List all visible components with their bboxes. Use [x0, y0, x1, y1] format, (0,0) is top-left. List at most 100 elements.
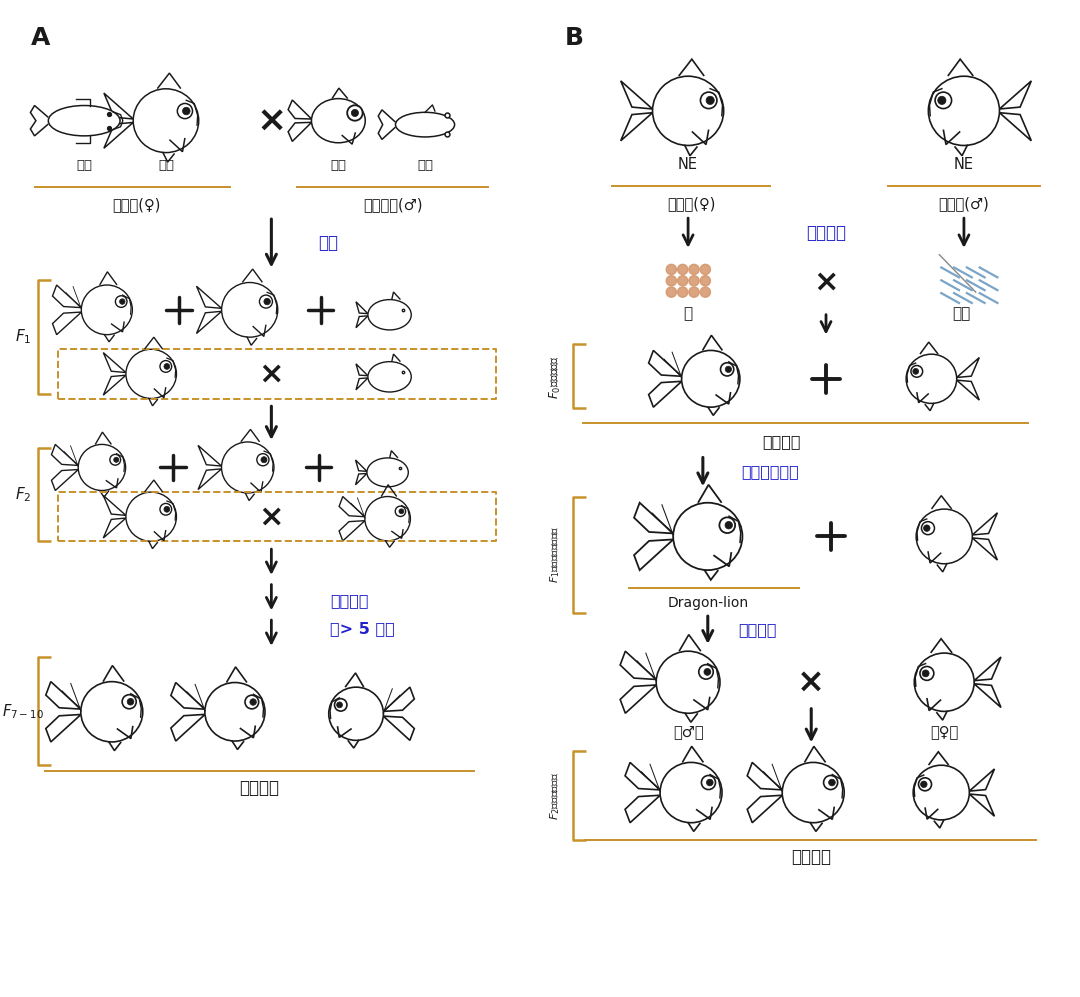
Polygon shape — [634, 502, 673, 533]
Circle shape — [937, 97, 946, 105]
Circle shape — [337, 702, 342, 708]
Text: 百褶狮(♀): 百褶狮(♀) — [112, 197, 161, 212]
Ellipse shape — [660, 763, 723, 823]
Ellipse shape — [81, 285, 133, 335]
Text: $F_{7-10}$: $F_{7-10}$ — [2, 703, 44, 721]
Text: ×: × — [258, 359, 284, 389]
Text: （♂）: （♂） — [673, 724, 703, 739]
Ellipse shape — [126, 493, 176, 541]
Circle shape — [704, 668, 711, 675]
Ellipse shape — [205, 683, 265, 741]
Circle shape — [706, 780, 713, 786]
Ellipse shape — [133, 89, 199, 153]
Polygon shape — [45, 715, 81, 742]
Circle shape — [160, 361, 172, 372]
Circle shape — [726, 366, 731, 373]
Circle shape — [701, 776, 715, 790]
Polygon shape — [104, 123, 133, 149]
Polygon shape — [621, 113, 652, 141]
Polygon shape — [198, 469, 221, 490]
Ellipse shape — [49, 106, 120, 136]
Polygon shape — [104, 496, 126, 515]
Circle shape — [689, 287, 699, 297]
Circle shape — [922, 670, 929, 677]
Ellipse shape — [906, 354, 957, 404]
Polygon shape — [625, 763, 660, 790]
Circle shape — [399, 508, 404, 513]
Text: 基因编辑: 基因编辑 — [806, 224, 846, 242]
Circle shape — [259, 295, 272, 308]
Ellipse shape — [221, 442, 274, 493]
Circle shape — [183, 108, 190, 115]
Polygon shape — [972, 512, 998, 535]
Polygon shape — [625, 796, 660, 823]
Polygon shape — [957, 358, 980, 378]
Polygon shape — [104, 375, 126, 395]
Polygon shape — [383, 687, 415, 712]
Ellipse shape — [221, 282, 278, 337]
Text: $F_2$: $F_2$ — [15, 486, 31, 504]
Polygon shape — [288, 100, 312, 119]
Polygon shape — [747, 796, 782, 823]
Ellipse shape — [311, 99, 365, 143]
Polygon shape — [355, 460, 367, 472]
Circle shape — [719, 517, 735, 533]
Text: $F_1$: $F_1$ — [15, 327, 31, 346]
Polygon shape — [45, 682, 81, 709]
Circle shape — [395, 506, 406, 516]
Circle shape — [935, 92, 951, 109]
Circle shape — [120, 299, 125, 304]
Polygon shape — [104, 353, 126, 373]
Text: A: A — [31, 26, 51, 50]
Circle shape — [706, 97, 714, 105]
Circle shape — [351, 110, 359, 117]
Text: 卵: 卵 — [684, 306, 692, 321]
Circle shape — [921, 521, 934, 534]
Circle shape — [164, 364, 170, 369]
Polygon shape — [339, 497, 365, 516]
Ellipse shape — [328, 687, 383, 741]
Ellipse shape — [681, 350, 740, 407]
Polygon shape — [649, 350, 681, 376]
Circle shape — [177, 104, 192, 119]
Polygon shape — [620, 685, 657, 713]
Polygon shape — [620, 651, 657, 680]
Circle shape — [666, 275, 676, 286]
Text: （♀）: （♀） — [930, 724, 958, 739]
Circle shape — [249, 699, 256, 705]
Polygon shape — [999, 81, 1031, 109]
Circle shape — [689, 264, 699, 274]
Ellipse shape — [673, 502, 742, 570]
Text: $F_0$（嵌合体）: $F_0$（嵌合体） — [548, 355, 563, 399]
Polygon shape — [970, 794, 995, 817]
Text: 龙睛蝶尾(♂): 龙睛蝶尾(♂) — [363, 197, 422, 212]
Text: ×: × — [258, 502, 284, 531]
Ellipse shape — [915, 653, 974, 712]
Circle shape — [677, 275, 688, 286]
Circle shape — [261, 457, 267, 463]
Text: $F_1$（雌核生殖后代）: $F_1$（雌核生殖后代） — [549, 525, 562, 582]
Ellipse shape — [657, 651, 720, 713]
Text: 俯视: 俯视 — [77, 159, 92, 171]
Circle shape — [700, 264, 711, 274]
Ellipse shape — [652, 76, 724, 146]
Circle shape — [113, 458, 119, 463]
Ellipse shape — [365, 497, 410, 540]
Polygon shape — [356, 316, 368, 328]
Text: NE: NE — [954, 157, 974, 171]
Circle shape — [347, 106, 363, 121]
Circle shape — [677, 264, 688, 274]
Ellipse shape — [81, 682, 143, 742]
Circle shape — [918, 778, 932, 791]
Circle shape — [700, 275, 711, 286]
Polygon shape — [288, 123, 312, 142]
Text: 百褶龙狮: 百褶龙狮 — [792, 847, 832, 865]
Ellipse shape — [916, 509, 972, 563]
Circle shape — [245, 695, 258, 709]
Circle shape — [920, 666, 934, 680]
Polygon shape — [621, 81, 652, 109]
Ellipse shape — [929, 76, 999, 146]
Text: 人工雌核生殖: 人工雌核生殖 — [741, 464, 799, 479]
Polygon shape — [197, 311, 221, 333]
Circle shape — [666, 264, 676, 274]
